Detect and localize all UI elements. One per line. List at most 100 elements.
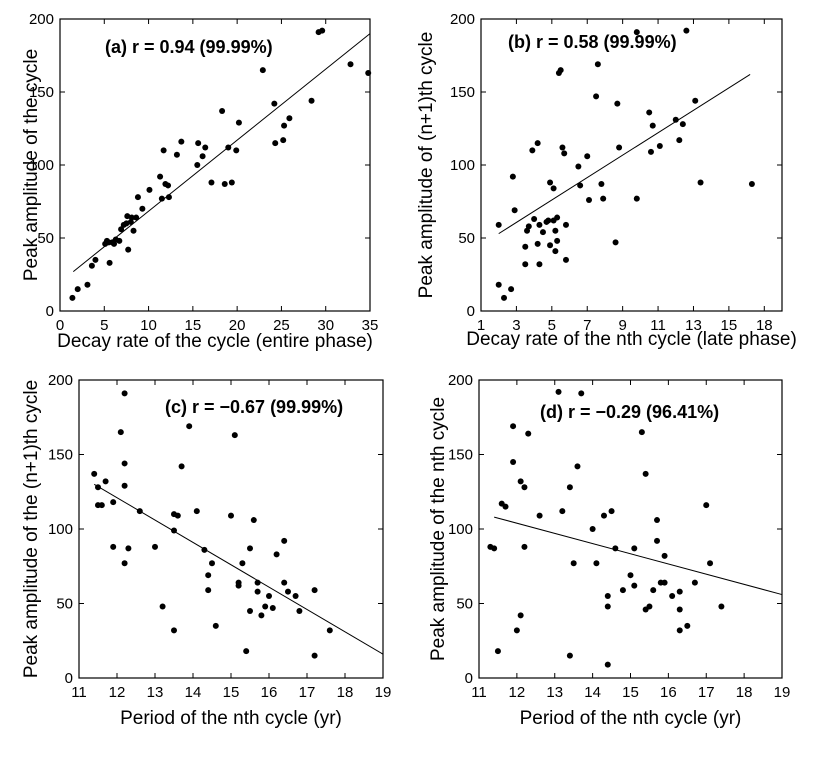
y-axis-label: Peak amplitude of the (n+1)th cycle xyxy=(21,380,42,678)
data-point xyxy=(110,543,117,550)
data-point xyxy=(273,551,280,558)
x-tick-label: 15 xyxy=(721,317,738,334)
data-point xyxy=(311,652,318,659)
data-point xyxy=(116,237,123,244)
y-tick-label: 100 xyxy=(29,157,54,174)
data-point xyxy=(598,180,605,187)
data-point xyxy=(118,226,125,233)
data-point xyxy=(174,512,181,519)
data-point xyxy=(604,593,611,600)
data-point xyxy=(679,121,686,128)
data-point xyxy=(160,147,167,154)
y-tick-label: 0 xyxy=(46,303,54,320)
data-point xyxy=(194,162,201,168)
data-point xyxy=(604,661,611,668)
x-tick-label: 19 xyxy=(774,684,791,701)
data-point xyxy=(545,217,552,224)
x-tick-label: 30 xyxy=(317,317,334,334)
x-tick-label: 14 xyxy=(185,684,202,701)
data-point xyxy=(92,256,99,263)
data-point xyxy=(269,604,276,611)
y-tick-label: 150 xyxy=(450,84,475,101)
data-point xyxy=(308,97,315,104)
x-tick-label: 10 xyxy=(140,317,157,334)
x-tick-label: 35 xyxy=(362,317,379,334)
plot-frame xyxy=(78,379,384,679)
data-point xyxy=(616,144,623,151)
y-tick-label: 0 xyxy=(467,303,475,320)
data-point xyxy=(561,150,568,157)
data-point xyxy=(600,195,607,202)
data-point xyxy=(691,579,698,586)
x-tick-label: 15 xyxy=(223,684,240,701)
x-tick-label: 20 xyxy=(229,317,246,334)
data-point xyxy=(552,227,559,234)
data-point xyxy=(259,67,266,74)
data-point xyxy=(106,259,113,266)
regression-line xyxy=(72,33,371,272)
data-point xyxy=(495,221,502,228)
data-point xyxy=(98,502,105,509)
data-point xyxy=(495,281,502,288)
y-tick-label: 50 xyxy=(456,596,473,613)
data-point xyxy=(593,93,600,100)
data-point xyxy=(536,221,543,228)
y-tick-label: 200 xyxy=(448,372,473,389)
data-point xyxy=(134,194,141,201)
data-point xyxy=(534,240,541,247)
data-point xyxy=(510,458,517,465)
data-point xyxy=(281,579,288,586)
y-tick-label: 50 xyxy=(458,230,475,247)
data-point xyxy=(646,109,653,116)
data-point xyxy=(683,27,690,34)
y-tick-label: 200 xyxy=(450,11,475,28)
data-point xyxy=(247,607,253,614)
data-point xyxy=(707,560,714,567)
x-axis-label: Decay rate of the nth cycle (late phase) xyxy=(466,329,797,350)
data-point xyxy=(247,545,253,552)
data-point xyxy=(121,460,128,467)
data-point xyxy=(562,221,569,228)
data-point xyxy=(235,582,242,589)
data-point xyxy=(281,537,288,544)
data-point xyxy=(130,227,137,234)
data-point xyxy=(243,648,250,655)
data-point xyxy=(133,214,140,221)
data-point xyxy=(550,185,557,192)
data-point xyxy=(593,560,600,567)
plot-frame xyxy=(480,18,783,312)
data-point xyxy=(521,484,528,491)
data-point xyxy=(195,140,202,147)
data-point xyxy=(139,205,146,212)
data-point xyxy=(502,503,509,510)
data-point xyxy=(676,627,683,634)
data-point xyxy=(509,173,516,180)
data-point xyxy=(235,119,242,126)
data-point xyxy=(271,100,278,107)
data-point xyxy=(494,648,501,655)
y-tick-label: 100 xyxy=(448,521,473,538)
x-tick-label: 19 xyxy=(375,684,392,701)
data-point xyxy=(575,163,582,170)
data-point xyxy=(513,627,520,634)
data-point xyxy=(570,560,577,567)
x-tick-label: 13 xyxy=(546,684,563,701)
data-point xyxy=(319,27,326,34)
x-tick-label: 15 xyxy=(185,317,202,334)
data-point xyxy=(589,526,596,532)
data-point xyxy=(165,182,172,189)
data-point xyxy=(202,144,209,151)
regression-line xyxy=(494,516,783,596)
data-point xyxy=(684,622,691,629)
y-tick-label: 50 xyxy=(56,596,73,613)
x-tick-label: 14 xyxy=(584,684,601,701)
data-point xyxy=(193,508,200,515)
data-point xyxy=(531,216,538,223)
data-point xyxy=(178,463,185,470)
data-point xyxy=(285,588,291,595)
data-point xyxy=(577,182,584,189)
data-point xyxy=(165,194,172,201)
data-point xyxy=(136,508,143,515)
data-point xyxy=(254,588,261,595)
data-point xyxy=(692,97,699,104)
